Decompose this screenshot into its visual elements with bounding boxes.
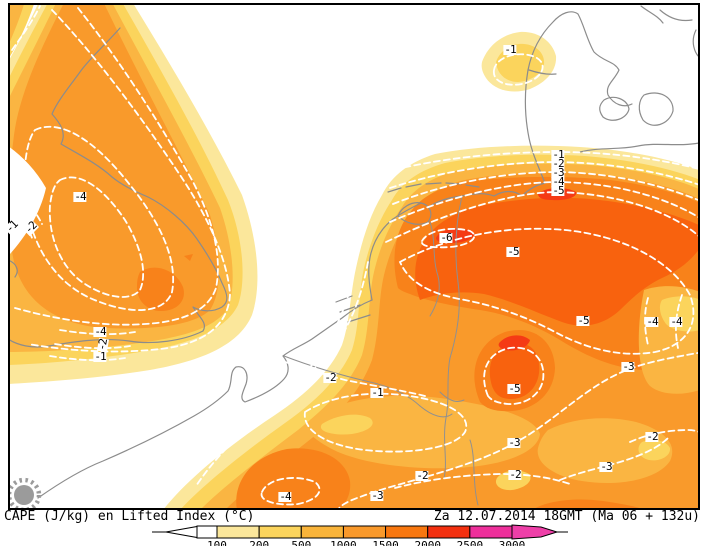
colorbar-left-arrow [165,525,198,539]
colorbar-segment [427,525,471,539]
colorbar-segment [342,525,387,539]
coast-denmark [524,11,633,184]
coast-funen [599,96,630,121]
coast-ijsselmeer [397,202,432,225]
coast-great-britain [9,27,228,348]
colorbar-tick-label: 200 [249,539,269,546]
sun-logo-watermark [9,477,42,509]
colorbar-tick-label: 1000 [330,539,357,546]
cape-colorbar: 100 200 500 1000 1500 2000 2500 3000 [152,524,568,546]
coast-limfjord [528,69,557,75]
colorbar-tick-label: 500 [291,539,311,546]
cape-fill-layers [9,4,699,509]
colorbar-tick-label: 3000 [499,539,526,546]
coast-holland [368,218,394,301]
coastlines [9,5,699,499]
colorbar-segment [385,525,429,539]
coast-german-bight [392,182,546,220]
coast-scandinavia [640,5,699,58]
colorbar-segment [216,525,260,539]
coast-wadden-islands [387,182,480,193]
colorbar-lead-segment [196,525,218,539]
map-title: CAPE (J/kg) en Lifted Index (°C) [4,509,255,524]
colorbar-tick-label: 1500 [372,539,399,546]
coast-baltic-germany [579,142,699,153]
colorbar-tick-label: 100 [207,539,227,546]
map-datetime: Za 12.07.2014 18GMT (Ma 06 + 132u) [433,509,700,524]
map-graphics [9,4,699,509]
colorbar-tick-label: 2000 [414,539,441,546]
map-border [8,3,700,510]
colorbar-tick-label: 2500 [457,539,484,546]
coast-france-benelux [37,299,373,499]
colorbar-right-arrow [511,524,559,540]
colorbar-segment [300,525,344,539]
coast-zealand [638,92,674,126]
colorbar-segment [258,525,302,539]
colorbar-segment [469,525,513,539]
